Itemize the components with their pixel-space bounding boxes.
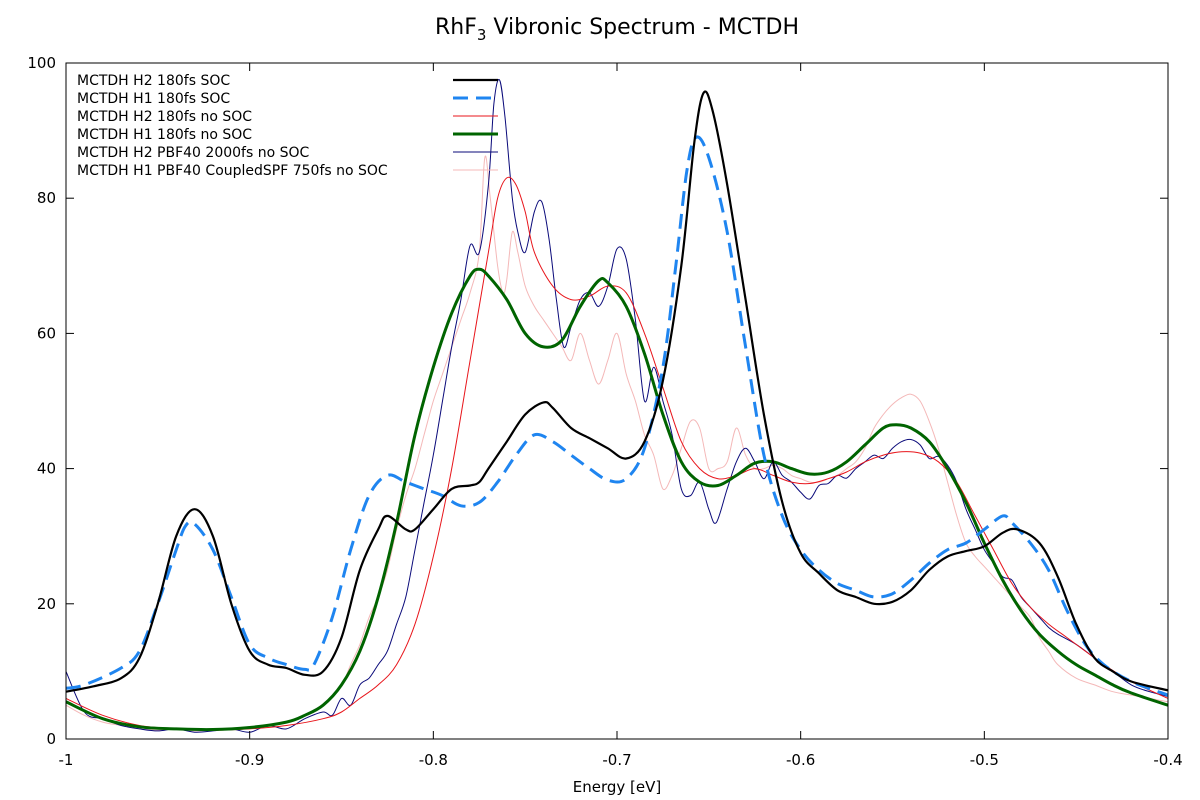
y-tick-label-3: 60 xyxy=(37,324,56,342)
series-line-3 xyxy=(65,267,1169,732)
x-tick-label-1: -0.9 xyxy=(235,751,264,769)
y-tick-labels: 0 20 40 60 80 100 xyxy=(27,54,56,748)
series-line-0 xyxy=(65,90,1169,693)
y-tick-label-2: 40 xyxy=(37,460,56,478)
x-tick-label-3: -0.7 xyxy=(602,751,631,769)
legend-label-1: MCTDH H1 180fs SOC xyxy=(77,91,230,107)
title-subscript: 3 xyxy=(477,26,487,44)
series-line-4 xyxy=(65,79,1169,733)
x-tick-label-4: -0.6 xyxy=(786,751,815,769)
legend-label-0: MCTDH H2 180fs SOC xyxy=(77,73,230,89)
series-line-5 xyxy=(65,155,1169,732)
y-tick-label-4: 80 xyxy=(37,189,56,207)
x-tick-label-5: -0.5 xyxy=(970,751,999,769)
y-tick-label-0: 0 xyxy=(46,730,56,748)
x-tick-label-2: -0.8 xyxy=(419,751,448,769)
legend-label-2: MCTDH H2 180fs no SOC xyxy=(77,109,252,125)
series-line-1 xyxy=(65,135,1169,697)
y-tick-label-1: 20 xyxy=(37,595,56,613)
legend: MCTDH H2 180fs SOC MCTDH H1 180fs SOC MCTD… xyxy=(77,73,498,179)
y-tick-label-5: 100 xyxy=(27,54,56,72)
series-lines xyxy=(65,79,1169,733)
legend-label-3: MCTDH H1 180fs no SOC xyxy=(77,127,252,143)
chart-title: RhF3 Vibronic Spectrum - MCTDH xyxy=(435,15,799,44)
axis-ticks xyxy=(65,62,1169,740)
x-tick-label-6: -0.4 xyxy=(1153,751,1182,769)
x-tick-labels: -1 -0.9 -0.8 -0.7 -0.6 -0.5 -0.4 xyxy=(59,751,1183,769)
legend-label-4: MCTDH H2 PBF40 2000fs no SOC xyxy=(77,145,310,161)
x-axis-label: Energy [eV] xyxy=(573,778,661,796)
x-tick-label-0: -1 xyxy=(59,751,74,769)
title-rest: Vibronic Spectrum - MCTDH xyxy=(486,15,799,40)
legend-label-5: MCTDH H1 PBF40 CoupledSPF 750fs no SOC xyxy=(77,163,388,179)
series-line-2 xyxy=(65,176,1169,731)
svg-text:RhF3 Vibronic Spectrum - MCTDH: RhF3 Vibronic Spectrum - MCTDH xyxy=(435,15,799,44)
title-main: RhF xyxy=(435,15,477,40)
